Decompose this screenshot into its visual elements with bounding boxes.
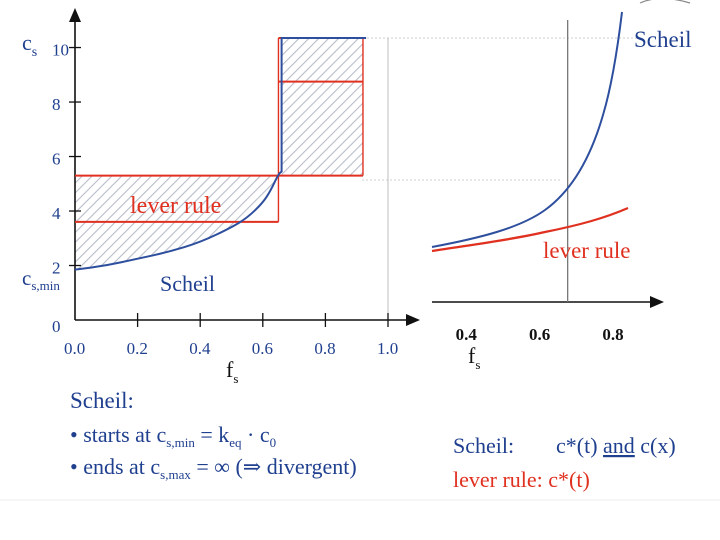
- left-chart: 0 2 4 6 8 10 0.0 0.2 0.4 0.6 0.8 1.0: [52, 8, 640, 358]
- x-tick-label: 0.8: [314, 339, 335, 358]
- y-tick-label: 8: [52, 95, 61, 114]
- left-label-scheil: Scheil: [160, 271, 215, 296]
- logo-arc-icon: [639, 0, 691, 4]
- right-x-tick-label: 0.6: [529, 325, 550, 344]
- right-chart: 0.4 0.6 0.8: [431, 11, 664, 344]
- y-tick-label: 10: [52, 41, 69, 60]
- scheil-curve: [74, 37, 367, 271]
- y-tick-label: 4: [52, 204, 61, 223]
- hatch-area-upper: [281, 38, 363, 176]
- right-label-lever: lever rule: [543, 238, 630, 263]
- x-tick-label: 0.4: [189, 339, 211, 358]
- y-tick-label: 2: [52, 259, 61, 278]
- right-scheil-curve: [431, 11, 623, 248]
- x-tick-label: 0.2: [127, 339, 148, 358]
- right-x-tick-label: 0.4: [456, 325, 478, 344]
- y-axis-arrow-icon: [69, 8, 81, 22]
- right-lever-curve: [431, 206, 629, 253]
- y-tick-label: 0: [52, 317, 61, 336]
- left-label-lever: lever rule: [130, 193, 221, 219]
- right-x-axis-arrow-icon: [650, 296, 664, 308]
- notes-left-heading: Scheil:: [70, 388, 134, 413]
- y-tick-label: 6: [52, 150, 61, 169]
- x-tick-label: 1.0: [377, 339, 398, 358]
- left-ymin-label: cs,min: [22, 266, 60, 293]
- right-label-scheil: Scheil: [634, 27, 692, 52]
- x-tick-label: 0.0: [64, 339, 85, 358]
- left-x-label: fs: [226, 357, 238, 386]
- x-tick-label: 0.6: [252, 339, 273, 358]
- notes-right-line-2: lever rule: c*(t): [453, 467, 590, 492]
- notes-left-bullet-2: • ends at cs,max = ∞ (⇒ divergent): [70, 454, 357, 482]
- left-y-label: cs: [22, 30, 37, 60]
- right-x-label: fs: [468, 343, 480, 372]
- x-axis-arrow-icon: [406, 314, 420, 326]
- notes-left-bullet-1: • starts at cs,min = keq · c0: [70, 422, 276, 450]
- notes-right-line-1: Scheil: c*(t) and c(x): [453, 433, 676, 458]
- right-x-tick-label: 0.8: [602, 325, 623, 344]
